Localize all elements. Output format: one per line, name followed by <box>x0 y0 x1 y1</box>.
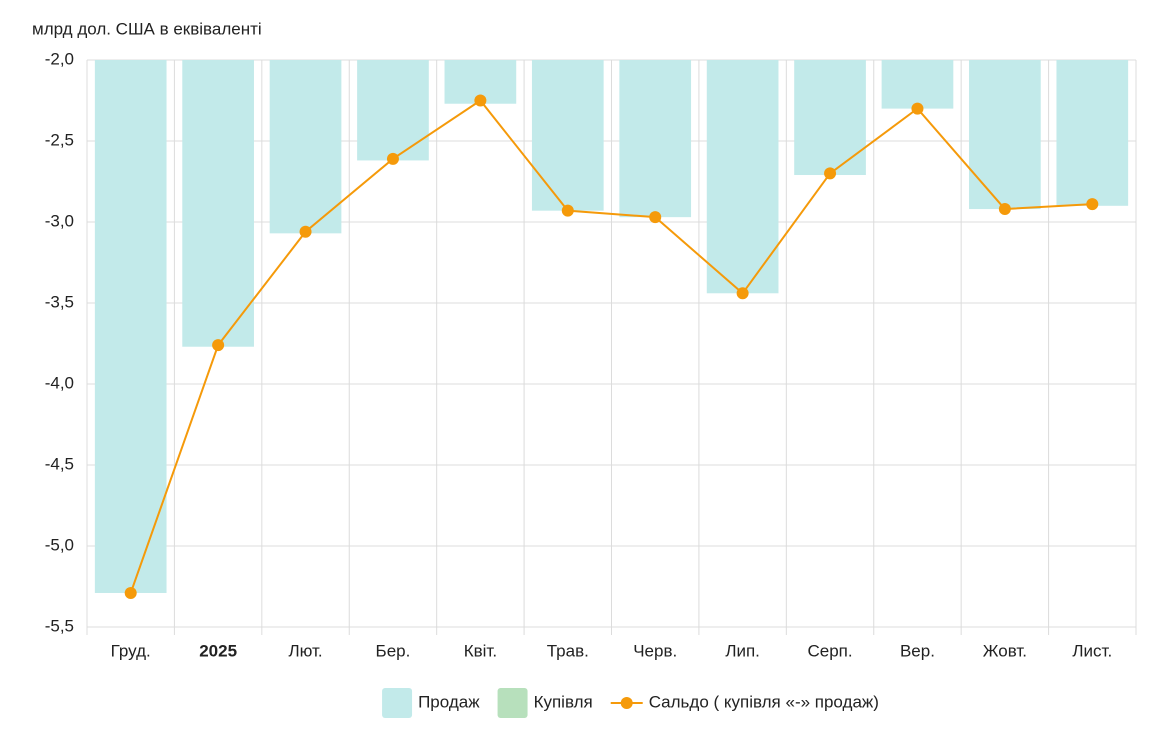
x-tick-label: Вер. <box>900 641 935 660</box>
line-point <box>911 102 924 115</box>
line-point <box>998 203 1011 216</box>
y-tick-label: -3,5 <box>45 292 74 311</box>
line-point <box>474 94 487 107</box>
bar <box>881 60 954 109</box>
x-tick-label: Бер. <box>376 641 411 660</box>
x-tick-label: Груд. <box>111 641 151 660</box>
legend-swatch <box>382 688 413 718</box>
legend-swatch <box>497 688 528 718</box>
x-tick-label: Лист. <box>1072 641 1112 660</box>
y-tick-label: -4,0 <box>45 373 74 392</box>
line <box>129 99 1093 594</box>
legend-label: Сальдо ( купівля «-» продаж) <box>649 692 879 711</box>
legend-label: Купівля <box>534 692 593 711</box>
y-tick-label: -5,0 <box>45 535 74 554</box>
y-tick-label: -4,5 <box>45 454 74 473</box>
y-axis-label: млрд дол. США в еквіваленті <box>32 19 262 38</box>
legend-swatch <box>620 697 633 709</box>
line-point <box>649 211 662 224</box>
x-tick-label: Жовт. <box>983 641 1027 660</box>
y-tick-label: -3,0 <box>45 211 74 230</box>
bar <box>94 60 167 593</box>
line-point <box>561 204 574 217</box>
bar <box>357 60 429 161</box>
line-point <box>824 167 837 180</box>
x-tick-label: 2025 <box>199 641 237 660</box>
x-tick-label: Лют. <box>288 641 322 660</box>
x-tick-label: Серп. <box>807 641 852 660</box>
line-point <box>736 287 749 300</box>
x-tick-label: Черв. <box>633 641 677 660</box>
y-tick-label: -2,0 <box>45 49 74 68</box>
line-point <box>299 225 312 238</box>
line-point <box>212 339 225 352</box>
bar <box>794 60 866 176</box>
legend-label: Продаж <box>418 692 480 711</box>
line-point <box>386 152 399 165</box>
x-tick-label: Лип. <box>725 641 760 660</box>
bar <box>969 60 1041 210</box>
x-tick-label: Квіт. <box>464 641 497 660</box>
line-point <box>1086 198 1099 211</box>
bar <box>182 60 254 347</box>
x-tick-label: Трав. <box>547 641 589 660</box>
y-tick-label: -2,5 <box>45 130 74 149</box>
bar <box>1056 60 1129 206</box>
bar <box>619 60 692 218</box>
line-point <box>124 586 137 599</box>
bar <box>706 60 779 294</box>
bar <box>531 60 604 211</box>
y-tick-label: -5,5 <box>45 616 74 635</box>
bar <box>269 60 342 234</box>
